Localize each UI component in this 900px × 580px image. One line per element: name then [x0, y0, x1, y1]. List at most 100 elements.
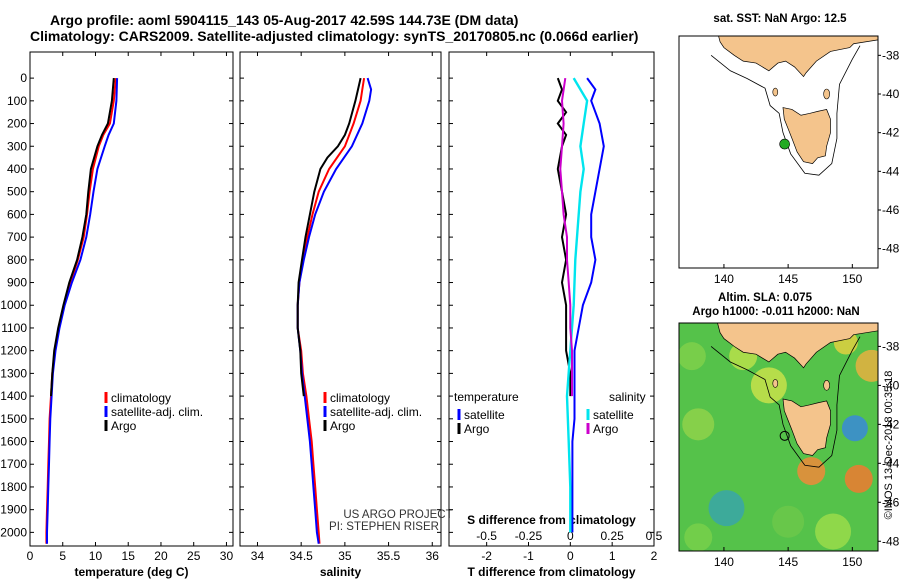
sla-anomaly-patch [841, 415, 868, 442]
salinity-series-argo [296, 77, 362, 397]
sla-map-ytick-label: -40 [882, 378, 900, 392]
salinity-xtick-label: 35.5 [377, 549, 401, 563]
sla-map-xtick-label: 150 [842, 555, 862, 569]
salinity-panel-frame [239, 51, 442, 547]
difference-top-tick-label: -0.5 [476, 529, 497, 543]
difference-xtick-label: 0 [567, 549, 574, 563]
temperature-xtick-label: 25 [187, 549, 201, 563]
chart-title-line1: Argo profile: aoml 5904115_143 05-Aug-20… [50, 12, 519, 28]
imos-credit: ©IMOS 13-Dec-2018 00:35:18 [883, 371, 895, 520]
difference-xlabel: T difference from climatology [467, 565, 635, 579]
sla-map-ytick-label: -44 [882, 456, 900, 470]
difference-series-temperature-argo [556, 77, 572, 397]
depth-tick-label: 2000 [0, 525, 27, 539]
depth-tick-label: 400 [7, 162, 27, 176]
chart-title-line2: Climatology: CARS2009. Satellite-adjuste… [30, 28, 639, 44]
depth-tick-label: 1000 [0, 298, 27, 312]
temperature-xtick-label: 5 [59, 549, 66, 563]
sla-map-title-line1: Altim. SLA: 0.075 [718, 292, 813, 304]
sla-map-xtick-label: 140 [714, 555, 734, 569]
depth-tick-label: 0 [20, 71, 27, 85]
depth-tick-label: 1100 [1, 321, 27, 335]
difference-legend-temp-label: satellite [464, 408, 505, 422]
salinity-xtick-label: 36 [426, 549, 440, 563]
depth-tick-label: 300 [7, 139, 27, 153]
depth-tick-label: 1800 [0, 480, 27, 494]
difference-series-salinity-argo [559, 77, 573, 397]
depth-tick-label: 700 [7, 230, 27, 244]
temperature-legend-label: satellite-adj. clim. [111, 405, 203, 419]
sst-map-flinders-island [823, 88, 830, 100]
difference-top-xlabel: S difference from climatology [467, 513, 636, 527]
salinity-xtick-label: 34 [251, 549, 265, 563]
sst-map-content [679, 36, 878, 268]
sla-map-title-line2: Argo h1000: -0.011 h2000: NaN [692, 306, 859, 318]
sla-argo-position-marker [779, 430, 790, 441]
sst-map-ytick-label: -40 [882, 87, 900, 101]
sla-anomaly-patch [855, 349, 878, 382]
temperature-legend-label: Argo [111, 419, 137, 433]
depth-tick-label: 1700 [0, 457, 27, 471]
temperature-series-climatology [45, 78, 117, 544]
sla-anomaly-patch [844, 464, 873, 493]
sst-map-ytick-label: -48 [882, 242, 900, 256]
sst-map-xtick-label: 140 [714, 272, 734, 286]
difference-legend-temp-label: Argo [464, 422, 490, 436]
depth-tick-label: 800 [7, 253, 27, 267]
difference-top-tick-label: 0.25 [600, 529, 624, 543]
project-credit: US ARGO PROJECT [343, 509, 452, 521]
sla-anomaly-patch [684, 523, 713, 551]
sst-map-frame [678, 35, 879, 269]
salinity-series-satellite-adj-clim- [296, 77, 373, 544]
depth-tick-label: 1900 [0, 503, 27, 517]
difference-series-salinity-satellite [565, 77, 589, 533]
difference-top-tick-label: -0.25 [515, 529, 543, 543]
sst-map-ytick-label: -38 [882, 48, 900, 62]
temperature-xlabel: temperature (deg C) [74, 565, 188, 579]
temperature-series-argo [50, 78, 115, 397]
sla-map-king-island [772, 379, 779, 388]
depth-tick-label: 900 [7, 276, 27, 290]
depth-tick-label: 100 [7, 94, 27, 108]
depth-tick-label: 500 [7, 185, 27, 199]
difference-top-tick-label: 0.5 [646, 529, 663, 543]
sla-map-content [679, 323, 878, 551]
temperature-xtick-label: 15 [122, 549, 136, 563]
difference-legend-sal-label: Argo [593, 422, 619, 436]
temperature-legend-label: climatology [111, 391, 171, 405]
temperature-xtick-label: 10 [89, 549, 103, 563]
sla-anomaly-patch [750, 367, 787, 404]
sla-anomaly-patch [682, 408, 715, 441]
salinity-xtick-label: 34.5 [289, 549, 313, 563]
difference-legend-temperature-title: temperature [454, 390, 519, 404]
temperature-xtick-label: 20 [154, 549, 168, 563]
temperature-series-satellite-adj-clim- [46, 78, 119, 544]
sst-background [679, 36, 878, 268]
temperature-panel-frame [29, 51, 234, 547]
sla-map-frame [678, 322, 879, 552]
depth-tick-label: 600 [7, 207, 27, 221]
difference-top-tick-label: 0 [567, 529, 574, 543]
sst-map-xtick-label: 145 [778, 272, 798, 286]
salinity-xtick-label: 35 [338, 549, 352, 563]
difference-series-temperature-satellite [571, 77, 605, 533]
sla-anomaly-patch [708, 490, 745, 527]
depth-tick-label: 1200 [0, 344, 27, 358]
sla-anomaly-patch [679, 342, 706, 371]
temperature-xtick-label: 0 [27, 549, 34, 563]
temperature-xtick-label: 30 [220, 549, 234, 563]
sst-map-ytick-label: -46 [882, 203, 900, 217]
sst-map-tasmania-land [782, 107, 831, 164]
depth-tick-label: 1400 [0, 389, 27, 403]
sla-map-shelf-contour [710, 336, 861, 468]
sst-map-xtick-label: 150 [842, 272, 862, 286]
sla-map-mainland-land [679, 323, 878, 369]
sst-map-mainland-land [679, 36, 878, 78]
sst-map-king-island [772, 87, 779, 97]
sla-map-ytick-label: -38 [882, 339, 900, 353]
difference-xtick-label: 2 [651, 549, 658, 563]
depth-tick-label: 1600 [0, 435, 27, 449]
salinity-series-climatology [296, 77, 366, 544]
salinity-xlabel: salinity [320, 565, 362, 579]
depth-tick-label: 1300 [0, 366, 27, 380]
